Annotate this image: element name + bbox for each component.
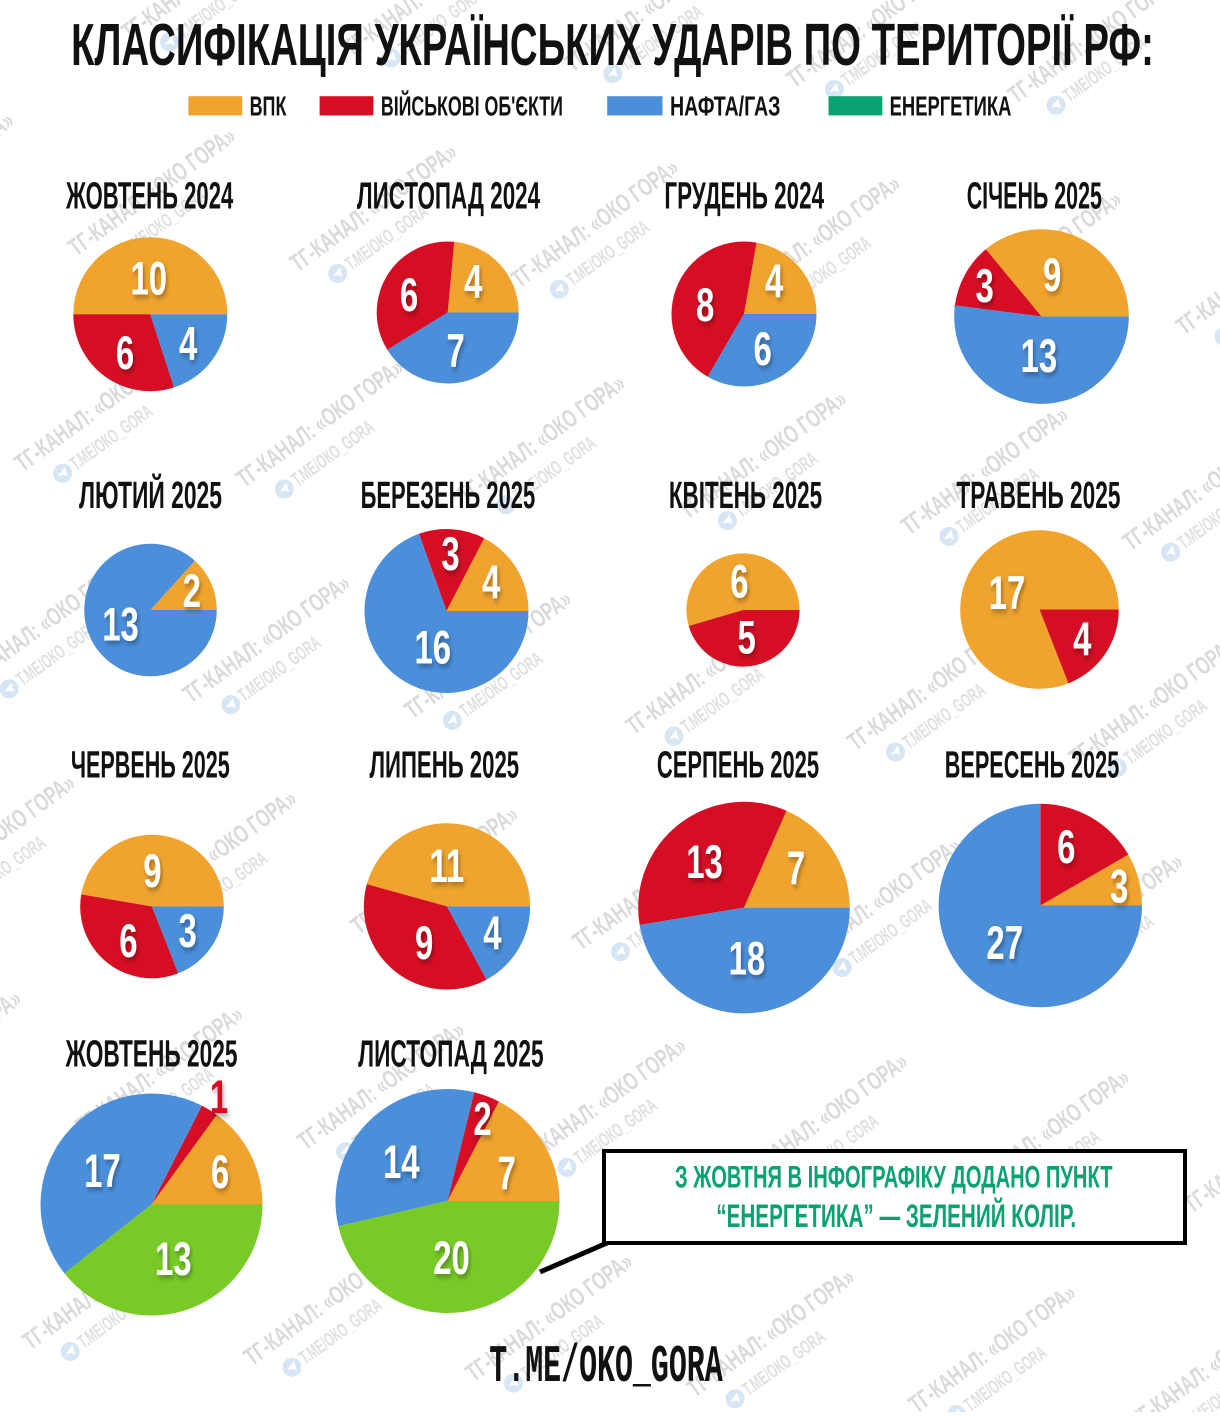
svg-text:4: 4 (482, 555, 501, 608)
svg-text:9: 9 (415, 916, 433, 969)
svg-text:ЛИСТОПАД 2024: ЛИСТОПАД 2024 (357, 174, 541, 217)
svg-text:T.ME/OKO_GORA: T.ME/OKO_GORA (489, 1337, 723, 1397)
svg-text:ЖОВТЕНЬ 2025: ЖОВТЕНЬ 2025 (65, 1033, 238, 1075)
svg-text:6: 6 (1057, 820, 1075, 873)
svg-text:3: 3 (976, 259, 994, 312)
svg-text:16: 16 (415, 621, 452, 674)
svg-text:6: 6 (211, 1145, 229, 1198)
svg-text:10: 10 (131, 252, 168, 305)
svg-text:6: 6 (730, 555, 748, 608)
svg-text:ТРАВЕНЬ 2025: ТРАВЕНЬ 2025 (956, 474, 1120, 516)
svg-text:СІЧЕНЬ 2025: СІЧЕНЬ 2025 (967, 174, 1102, 217)
svg-text:20: 20 (433, 1231, 470, 1284)
svg-text:8: 8 (696, 278, 714, 331)
svg-text:ЕНЕРГЕТИКА: ЕНЕРГЕТИКА (890, 91, 1012, 122)
svg-text:ГРУДЕНЬ 2024: ГРУДЕНЬ 2024 (664, 174, 824, 217)
svg-text:4: 4 (765, 254, 784, 307)
svg-text:ВПК: ВПК (250, 91, 287, 122)
svg-text:14: 14 (383, 1135, 420, 1188)
svg-text:3: 3 (441, 527, 459, 580)
svg-text:4: 4 (483, 906, 502, 959)
svg-text:6: 6 (119, 914, 137, 967)
svg-text:13: 13 (1021, 329, 1058, 382)
svg-text:СЕРПЕНЬ 2025: СЕРПЕНЬ 2025 (657, 743, 819, 786)
svg-text:9: 9 (143, 844, 161, 897)
svg-text:3: 3 (1110, 860, 1128, 913)
svg-text:4: 4 (464, 254, 483, 307)
svg-text:13: 13 (686, 835, 723, 888)
svg-text:2: 2 (473, 1092, 491, 1145)
svg-text:27: 27 (986, 916, 1023, 969)
svg-text:7: 7 (497, 1147, 515, 1200)
svg-text:6: 6 (116, 326, 134, 379)
svg-text:7: 7 (446, 324, 464, 377)
svg-text:ЛИПЕНЬ 2025: ЛИПЕНЬ 2025 (369, 743, 519, 786)
svg-text:9: 9 (1043, 248, 1061, 301)
svg-text:ЧЕРВЕНЬ 2025: ЧЕРВЕНЬ 2025 (71, 743, 230, 786)
svg-text:КВІТЕНЬ 2025: КВІТЕНЬ 2025 (669, 474, 822, 517)
svg-text:З ЖОВТНЯ В ІНФОГРАФІКУ ДОДАНО: З ЖОВТНЯ В ІНФОГРАФІКУ ДОДАНО ПУНКТ (675, 1159, 1113, 1195)
svg-text:БЕРЕЗЕНЬ 2025: БЕРЕЗЕНЬ 2025 (361, 474, 536, 517)
svg-text:6: 6 (754, 322, 772, 375)
svg-text:1: 1 (210, 1070, 228, 1123)
svg-text:3: 3 (179, 904, 197, 957)
svg-text:13: 13 (155, 1232, 192, 1285)
svg-text:13: 13 (102, 598, 139, 651)
svg-text:18: 18 (729, 932, 766, 985)
svg-text:17: 17 (84, 1144, 121, 1197)
svg-text:ЖОВТЕНЬ 2024: ЖОВТЕНЬ 2024 (65, 174, 234, 217)
svg-text:17: 17 (989, 566, 1026, 619)
svg-text:4: 4 (179, 317, 198, 370)
svg-text:“ЕНЕРГЕТИКА” — ЗЕЛЕНИЙ КОЛІР.: “ЕНЕРГЕТИКА” — ЗЕЛЕНИЙ КОЛІР. (716, 1196, 1076, 1234)
svg-text:4: 4 (1073, 612, 1092, 665)
svg-text:ЛЮТИЙ 2025: ЛЮТИЙ 2025 (79, 473, 222, 517)
svg-text:ВІЙСЬКОВІ ОБ'ЄКТИ: ВІЙСЬКОВІ ОБ'ЄКТИ (381, 89, 563, 121)
svg-text:ВЕРЕСЕНЬ 2025: ВЕРЕСЕНЬ 2025 (945, 743, 1119, 786)
svg-text:2: 2 (183, 564, 201, 617)
svg-text:ЛИСТОПАД 2025: ЛИСТОПАД 2025 (358, 1033, 543, 1075)
svg-text:6: 6 (400, 268, 418, 321)
svg-text:11: 11 (429, 839, 464, 892)
svg-text:НАФТА/ГАЗ: НАФТА/ГАЗ (670, 91, 781, 122)
svg-text:КЛАСИФІКАЦІЯ УКРАЇНСЬКИХ УДАРІ: КЛАСИФІКАЦІЯ УКРАЇНСЬКИХ УДАРІВ ПО ТЕРИТ… (71, 12, 1154, 78)
svg-text:7: 7 (787, 842, 805, 895)
svg-text:5: 5 (737, 611, 755, 664)
